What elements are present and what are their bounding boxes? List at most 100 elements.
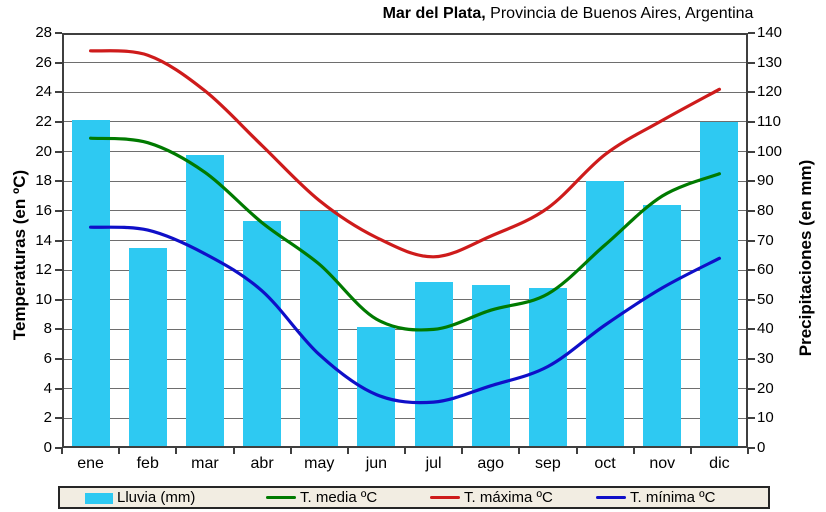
left-axis-tick-label: 20 <box>35 142 52 160</box>
right-axis-tick-label: 140 <box>757 24 783 41</box>
right-axis-tick <box>748 298 755 301</box>
left-axis-tick-label: 24 <box>35 83 52 101</box>
gridline <box>62 417 748 419</box>
legend-label-minima: T. mínima ºC <box>630 489 716 506</box>
left-axis-tick-label: 18 <box>35 172 52 190</box>
right-axis-tick-label: 130 <box>757 53 783 71</box>
gridline <box>62 210 748 212</box>
right-axis-tick <box>748 32 755 34</box>
legend-line-minima <box>596 496 626 499</box>
right-axis-tick-label: 60 <box>757 261 774 279</box>
legend-line-media <box>266 496 296 499</box>
right-axis-tick-label: 50 <box>757 290 774 308</box>
x-axis-month-label: abr <box>250 455 274 472</box>
rain-bar <box>471 285 510 448</box>
right-axis-tick-label: 90 <box>757 172 774 190</box>
right-axis-tick <box>748 417 755 420</box>
left-axis-tick <box>55 328 62 331</box>
right-axis-tick <box>748 358 755 361</box>
lines-layer <box>89 49 721 405</box>
x-axis-month-label: sep <box>535 455 561 472</box>
right-axis-tick <box>748 209 755 212</box>
x-axis-tick <box>689 448 692 454</box>
left-axis-tick <box>55 61 62 64</box>
rain-bar <box>71 120 110 448</box>
rain-bar <box>185 154 224 448</box>
legend: Lluvia (mm) T. media ºC T. máxima ºC T. … <box>58 486 770 509</box>
right-axis-tick-label: 80 <box>757 201 774 219</box>
x-axis-month-label: oct <box>594 455 616 472</box>
right-axis-tick <box>748 180 755 183</box>
chart-title-region: Provincia de Buenos Aires, Argentina <box>485 5 754 22</box>
x-axis-month-label: feb <box>136 455 159 472</box>
gridline <box>62 388 748 390</box>
x-axis-tick <box>289 448 292 454</box>
left-axis-tick <box>55 209 62 212</box>
right-axis-tick-label: 110 <box>757 112 781 130</box>
temperature-line <box>89 49 721 259</box>
left-axis-tick-label: 14 <box>35 231 52 249</box>
left-axis-tick <box>55 417 62 420</box>
x-axis-month-label: jun <box>365 455 388 472</box>
gridline <box>62 358 748 360</box>
temperature-line <box>89 225 721 405</box>
rain-bar <box>128 247 167 448</box>
left-axis-title: Temperaturas (en ºC) <box>10 169 29 341</box>
x-axis-month-label: ago <box>477 455 505 472</box>
gridline <box>62 62 748 64</box>
right-axis-tick <box>748 61 755 64</box>
gridline <box>62 91 748 93</box>
legend-swatch-lluvia <box>85 493 113 504</box>
right-axis-tick-label: 40 <box>757 320 774 338</box>
right-axis-tick-label: 120 <box>757 83 783 101</box>
right-axis-tick-label: 0 <box>757 439 766 456</box>
legend-line-maxima <box>430 496 460 499</box>
right-axis-tick <box>748 269 755 272</box>
left-axis-tick <box>55 91 62 94</box>
left-axis-tick-label: 22 <box>35 112 52 130</box>
chart-title: Mar del Plata, Provincia de Buenos Aires… <box>300 5 826 23</box>
left-axis-tick <box>55 180 62 183</box>
left-axis-tick-label: 26 <box>35 53 52 71</box>
left-axis-tick-label: 0 <box>43 439 52 456</box>
x-axis-tick <box>346 448 349 454</box>
gridline <box>62 240 748 241</box>
left-axis-tick-label: 2 <box>43 409 52 427</box>
right-axis-tick <box>748 239 755 242</box>
x-axis-tick <box>404 448 406 454</box>
x-axis-tick <box>461 448 464 454</box>
right-axis-tick <box>748 150 755 153</box>
gridline <box>62 269 748 271</box>
x-axis-month-label: jul <box>425 455 442 472</box>
rain-bar <box>414 282 453 448</box>
right-axis-tick <box>748 120 755 123</box>
rain-bar <box>300 210 339 448</box>
x-axis-month-label: ene <box>77 455 104 472</box>
left-axis-tick <box>55 239 62 242</box>
left-axis-tick <box>55 150 62 153</box>
right-axis-tick <box>748 91 755 94</box>
left-axis-tick-label: 8 <box>43 320 52 338</box>
legend-label-lluvia: Lluvia (mm) <box>117 489 196 506</box>
x-axis-month-label: dic <box>709 455 730 472</box>
x-axis-tick <box>232 448 235 454</box>
right-axis-tick-label: 10 <box>757 409 774 427</box>
rain-bar <box>643 204 682 448</box>
temperature-line <box>89 136 721 332</box>
rain-bar <box>243 221 282 448</box>
left-axis-tick <box>55 298 62 301</box>
left-axis-tick <box>55 269 62 272</box>
gridline <box>62 151 748 153</box>
x-axis-month-label: may <box>304 455 335 472</box>
legend-label-media: T. media ºC <box>300 489 378 506</box>
left-axis-tick-label: 6 <box>43 350 52 368</box>
left-axis-tick <box>55 358 62 361</box>
gridline <box>62 180 748 182</box>
x-axis-month-label: nov <box>649 455 676 472</box>
right-axis-tick <box>748 447 755 449</box>
left-axis-tick-label: 4 <box>43 379 52 397</box>
x-axis-tick <box>61 448 63 454</box>
right-axis-tick <box>748 328 755 331</box>
left-axis-tick-label: 12 <box>35 261 52 279</box>
